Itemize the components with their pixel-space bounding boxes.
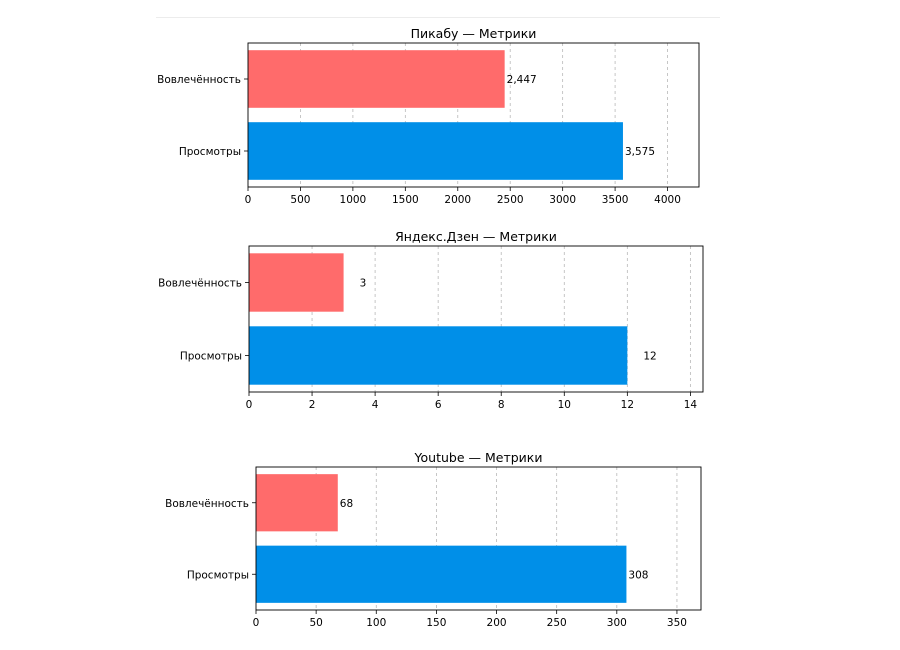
youtube-chart-title: Youtube — Метрики: [414, 450, 543, 465]
yandex-dzen-bar-views: [249, 326, 628, 385]
yandex-dzen-category-label-views: Просмотры: [180, 351, 242, 363]
youtube-category-label-views: Просмотры: [187, 569, 249, 581]
yandex-dzen-xtick-label-2: 4: [372, 399, 379, 411]
youtube-xtick-label-1: 50: [309, 617, 322, 629]
yandex-dzen-xtick-label-6: 12: [621, 399, 634, 411]
pikabu-xtick-label-7: 3500: [602, 194, 629, 206]
pikabu-bar-views: [248, 122, 623, 180]
youtube-xtick-label-6: 300: [607, 617, 627, 629]
youtube-bar-engagement: [256, 474, 338, 532]
pikabu-xtick-label-5: 2500: [497, 194, 524, 206]
pikabu-xtick-label-0: 0: [245, 194, 252, 206]
yandex-dzen-value-label-views: 12: [643, 351, 656, 363]
pikabu-xtick-label-6: 3000: [549, 194, 576, 206]
yandex-dzen-xtick-label-5: 10: [558, 399, 571, 411]
pikabu-xtick-label-2: 1000: [340, 194, 367, 206]
yandex-dzen-chart-title: Яндекс.Дзен — Метрики: [395, 229, 557, 244]
yandex-dzen-xtick-label-0: 0: [246, 399, 253, 411]
pikabu-category-label-engagement: Вовлечённость: [157, 74, 241, 86]
youtube-value-label-engagement: 68: [340, 498, 353, 510]
youtube-xtick-label-3: 150: [426, 617, 446, 629]
yandex-dzen-xtick-label-3: 6: [435, 399, 442, 411]
yandex-dzen-xtick-label-4: 8: [498, 399, 505, 411]
yandex-dzen-xtick-label-7: 14: [684, 399, 698, 411]
yandex-dzen-bar-engagement: [249, 253, 344, 312]
youtube-bar-views: [256, 545, 627, 603]
youtube-xtick-label-4: 200: [487, 617, 507, 629]
youtube-xtick-label-0: 0: [253, 617, 260, 629]
pikabu-xtick-label-4: 2000: [444, 194, 471, 206]
pikabu-bar-engagement: [248, 50, 505, 108]
youtube-category-label-engagement: Вовлечённость: [165, 498, 249, 510]
youtube-value-label-views: 308: [628, 569, 648, 581]
top-divider: [156, 17, 720, 18]
yandex-dzen-category-label-engagement: Вовлечённость: [158, 278, 242, 290]
pikabu-xtick-label-1: 500: [290, 194, 310, 206]
pikabu-xtick-label-8: 4000: [654, 194, 681, 206]
youtube-xtick-label-5: 250: [547, 617, 567, 629]
pikabu-xtick-label-3: 1500: [392, 194, 419, 206]
youtube-axes-frame: [255, 466, 702, 611]
pikabu-axes-frame: [247, 42, 700, 188]
pikabu-value-label-views: 3,575: [625, 146, 655, 158]
pikabu-category-label-views: Просмотры: [179, 146, 241, 158]
yandex-dzen-value-label-engagement: 3: [360, 278, 367, 290]
youtube-xtick-label-2: 100: [366, 617, 386, 629]
pikabu-chart-title: Пикабу — Метрики: [411, 26, 537, 41]
yandex-dzen-xtick-label-1: 2: [309, 399, 316, 411]
yandex-dzen-axes-frame: [248, 245, 704, 393]
pikabu-value-label-engagement: 2,447: [507, 74, 537, 86]
youtube-xtick-label-7: 350: [667, 617, 687, 629]
